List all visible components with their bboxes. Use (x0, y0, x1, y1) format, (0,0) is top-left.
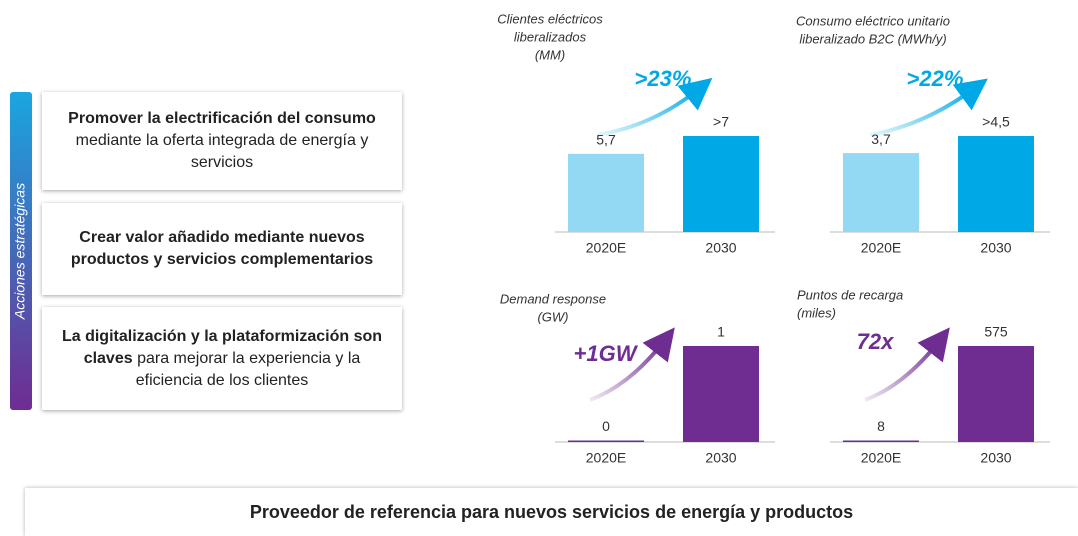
x-tick-label: 2020E (586, 450, 626, 466)
growth-annotation: >23% (635, 66, 692, 91)
growth-annotation: >22% (907, 66, 964, 91)
growth-arrow (869, 78, 988, 137)
chart-title: (GW) (537, 309, 568, 324)
value-label: 1 (717, 324, 725, 340)
bar (568, 440, 644, 442)
x-tick-label: 2020E (861, 240, 901, 256)
sidebar-label: Acciones estratégicas (12, 183, 28, 320)
action-box: La digitalización y la plataformización … (42, 307, 402, 410)
chart-title: Demand response (500, 291, 606, 306)
value-label: >4,5 (982, 114, 1010, 130)
chart-title: Clientes eléctricos (497, 11, 603, 26)
bar (568, 153, 644, 232)
chart-title: liberalizado B2C (MWh/y) (799, 31, 946, 46)
value-label: 0 (602, 418, 610, 434)
bar (683, 346, 759, 442)
action-bold: Promover la electrificación del consumo (68, 110, 376, 127)
chart-title: (MM) (535, 47, 565, 62)
x-tick-label: 2020E (586, 240, 626, 256)
x-tick-label: 2030 (980, 240, 1011, 256)
x-tick-label: 2030 (705, 240, 736, 256)
chart-title: (miles) (797, 305, 836, 320)
growth-arrow (597, 77, 713, 137)
chart-title: Consumo eléctrico unitario (796, 13, 950, 28)
growth-arrow (589, 327, 675, 402)
value-label: 8 (877, 418, 885, 434)
value-label: >7 (713, 114, 729, 130)
bar (843, 153, 919, 232)
chart-title: liberalizados (514, 29, 587, 44)
x-tick-label: 2030 (705, 450, 736, 466)
action-bold: Crear valor añadido mediante nuevos prod… (70, 229, 374, 268)
growth-annotation: 72x (857, 329, 894, 354)
action-text: para mejorar la experiencia y la eficien… (135, 349, 361, 389)
action-text: mediante la oferta integrada de energía … (75, 132, 369, 171)
bar (958, 136, 1034, 232)
bar (843, 440, 919, 442)
bar (958, 346, 1034, 442)
bar (683, 136, 759, 232)
chart-title: Puntos de recarga (797, 287, 903, 302)
action-box: Crear valor añadido mediante nuevos prod… (42, 203, 402, 295)
x-tick-label: 2030 (980, 450, 1011, 466)
growth-annotation: +1GW (574, 341, 639, 366)
growth-arrow (864, 327, 950, 402)
x-tick-label: 2020E (861, 450, 901, 466)
action-box: Promover la electrificación del consumo … (42, 92, 402, 190)
sidebar (10, 92, 32, 410)
value-label: 575 (984, 324, 1008, 340)
footer: Proveedor de referencia para nuevos serv… (25, 488, 1078, 536)
action-bold: La digitalización y la plataformización … (61, 327, 383, 367)
